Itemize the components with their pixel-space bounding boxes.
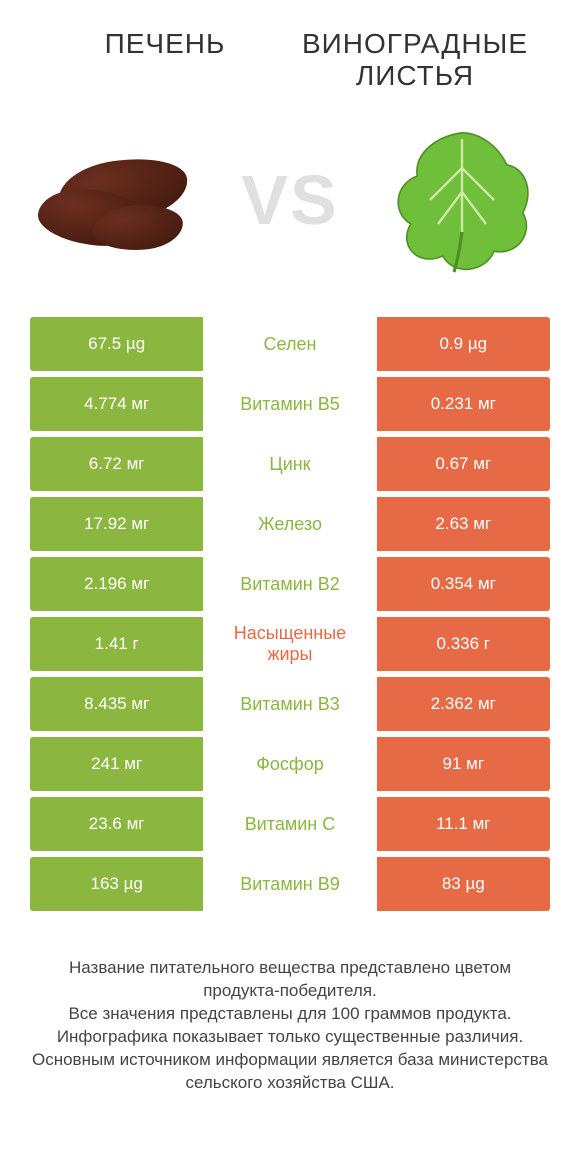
left-value-cell: 163 µg xyxy=(30,857,203,911)
nutrient-name-cell: Витамин B5 xyxy=(203,377,376,431)
footer-line: Инфографика показывает только существенн… xyxy=(30,1026,550,1049)
table-row: 241 мгФосфор91 мг xyxy=(30,737,550,791)
left-product-title: ПЕЧЕНЬ xyxy=(40,28,290,60)
left-value-cell: 8.435 мг xyxy=(30,677,203,731)
right-product-image xyxy=(375,112,550,287)
nutrient-name-cell: Селен xyxy=(203,317,376,371)
table-row: 23.6 мгВитамин C11.1 мг xyxy=(30,797,550,851)
footer-line: Основным источником информации является … xyxy=(30,1049,550,1095)
nutrient-name-cell: Цинк xyxy=(203,437,376,491)
table-row: 17.92 мгЖелезо2.63 мг xyxy=(30,497,550,551)
left-value-cell: 241 мг xyxy=(30,737,203,791)
left-value-cell: 23.6 мг xyxy=(30,797,203,851)
left-product-image xyxy=(30,112,205,287)
table-row: 163 µgВитамин B983 µg xyxy=(30,857,550,911)
table-row: 67.5 µgСелен0.9 µg xyxy=(30,317,550,371)
nutrient-name-cell: Витамин B3 xyxy=(203,677,376,731)
nutrient-name-cell: Железо xyxy=(203,497,376,551)
nutrient-name-cell: Витамин C xyxy=(203,797,376,851)
grape-leaf-icon xyxy=(382,120,542,280)
table-row: 2.196 мгВитамин B20.354 мг xyxy=(30,557,550,611)
footer-line: Название питательного вещества представл… xyxy=(30,957,550,1003)
footer-notes: Название питательного вещества представл… xyxy=(0,917,580,1095)
right-value-cell: 0.9 µg xyxy=(377,317,550,371)
header: ПЕЧЕНЬ ВИНОГРАДНЫЕ ЛИСТЬЯ xyxy=(0,0,580,102)
nutrient-name-cell: Насыщенные жиры xyxy=(203,617,376,671)
nutrient-name-cell: Фосфор xyxy=(203,737,376,791)
comparison-table: 67.5 µgСелен0.9 µg 4.774 мгВитамин B50.23… xyxy=(0,317,580,911)
images-row: VS xyxy=(0,102,580,317)
right-value-cell: 91 мг xyxy=(377,737,550,791)
right-value-cell: 2.63 мг xyxy=(377,497,550,551)
table-row: 1.41 гНасыщенные жиры0.336 г xyxy=(30,617,550,671)
table-row: 6.72 мгЦинк0.67 мг xyxy=(30,437,550,491)
table-row: 8.435 мгВитамин B32.362 мг xyxy=(30,677,550,731)
right-value-cell: 0.67 мг xyxy=(377,437,550,491)
left-value-cell: 67.5 µg xyxy=(30,317,203,371)
right-value-cell: 11.1 мг xyxy=(377,797,550,851)
right-value-cell: 0.336 г xyxy=(377,617,550,671)
nutrient-name-cell: Витамин B2 xyxy=(203,557,376,611)
left-value-cell: 2.196 мг xyxy=(30,557,203,611)
left-value-cell: 6.72 мг xyxy=(30,437,203,491)
footer-line: Все значения представлены для 100 граммо… xyxy=(30,1003,550,1026)
left-value-cell: 1.41 г xyxy=(30,617,203,671)
right-value-cell: 83 µg xyxy=(377,857,550,911)
right-product-title: ВИНОГРАДНЫЕ ЛИСТЬЯ xyxy=(290,28,540,92)
nutrient-name-cell: Витамин B9 xyxy=(203,857,376,911)
left-value-cell: 4.774 мг xyxy=(30,377,203,431)
right-value-cell: 2.362 мг xyxy=(377,677,550,731)
vs-label: VS xyxy=(241,160,338,240)
liver-icon xyxy=(33,150,203,250)
right-value-cell: 0.231 мг xyxy=(377,377,550,431)
table-row: 4.774 мгВитамин B50.231 мг xyxy=(30,377,550,431)
right-value-cell: 0.354 мг xyxy=(377,557,550,611)
left-value-cell: 17.92 мг xyxy=(30,497,203,551)
